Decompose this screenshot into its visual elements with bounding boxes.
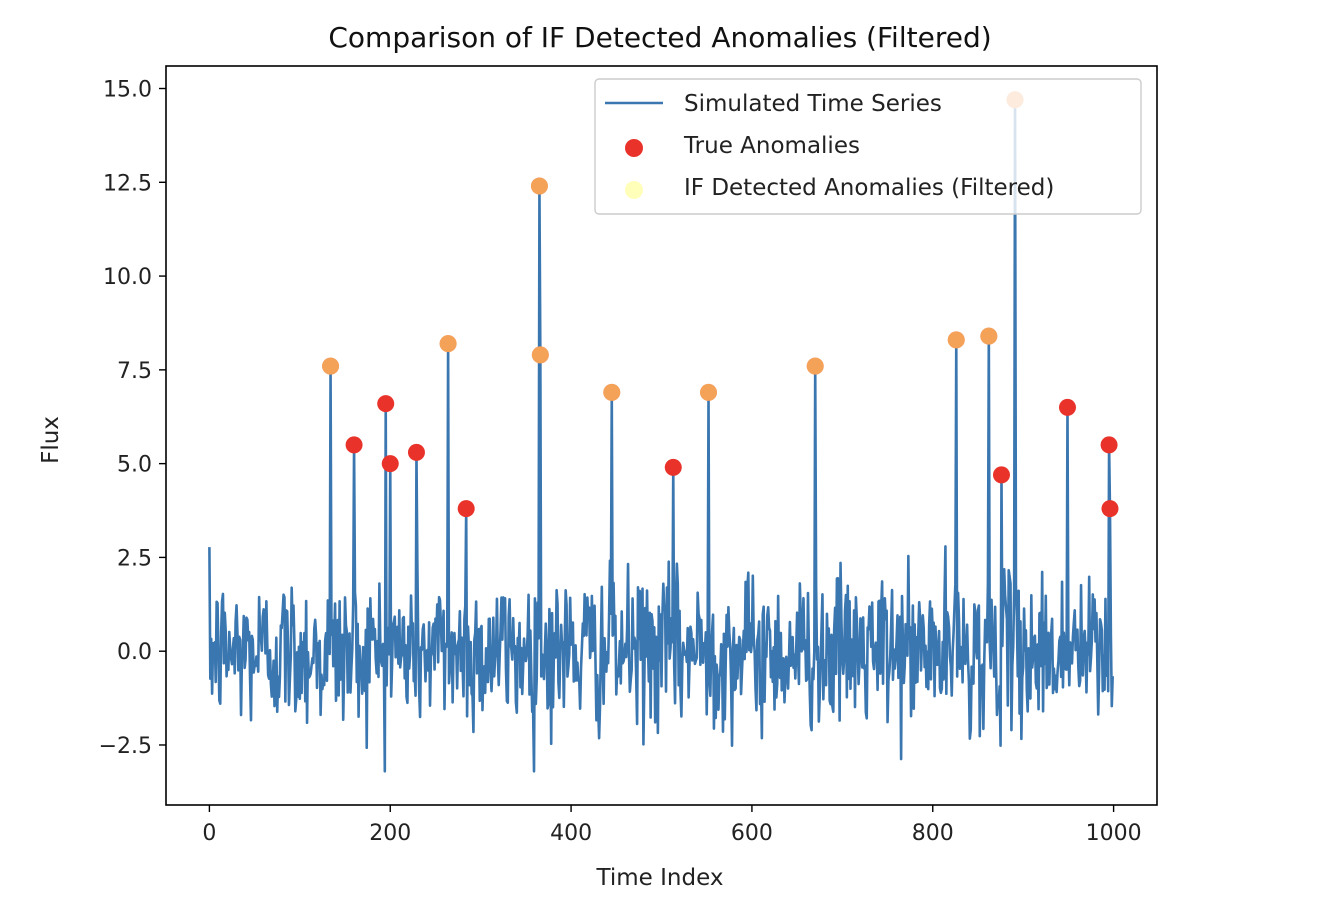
y-tick-label: 15.0 (103, 78, 152, 103)
true-anomaly-point (1058, 398, 1076, 416)
legend-label: IF Detected Anomalies (Filtered) (684, 175, 1054, 201)
plot-area (208, 91, 1119, 773)
y-axis-title: Flux (38, 416, 64, 464)
y-tick-label: 12.5 (103, 171, 152, 196)
y-tick-label: 2.5 (117, 546, 152, 571)
true-anomaly-point (664, 458, 682, 476)
legend-yellow-dot-swatch (625, 181, 643, 199)
chart-title: Comparison of IF Detected Anomalies (Fil… (328, 21, 991, 54)
x-tick-label: 800 (912, 821, 954, 846)
if-detected-point (531, 346, 549, 364)
if-detected-point (806, 357, 824, 375)
true-anomaly-point (992, 466, 1010, 484)
x-tick-label: 400 (550, 821, 592, 846)
legend-red-dot-swatch (625, 139, 643, 157)
true-anomaly-point (1100, 436, 1118, 454)
if-detected-point (980, 327, 998, 345)
y-tick-label: −2.5 (99, 734, 152, 759)
if-detected-point (700, 383, 718, 401)
legend-label: True Anomalies (683, 133, 860, 159)
x-tick-label: 1000 (1086, 821, 1142, 846)
y-tick-label: 10.0 (103, 265, 152, 290)
y-tick-label: 5.0 (117, 453, 152, 478)
axes: 0 200 400 600 800 1000 −2.5 0.0 2.5 5.0 7.5 10.0 12.… (99, 65, 1158, 846)
if-detected-point (530, 177, 548, 195)
if-detected-point (439, 335, 457, 353)
true-anomaly-point (457, 500, 475, 518)
if-detected-point (322, 357, 340, 375)
legend: Simulated Time Series True Anomalies IF De… (594, 78, 1142, 215)
true-anomaly-point (381, 455, 399, 473)
axes-frame (165, 65, 1158, 806)
legend-box (594, 78, 1142, 215)
y-tick-label: 7.5 (117, 359, 152, 384)
true-anomaly-point (1101, 500, 1119, 518)
legend-label: Simulated Time Series (684, 91, 942, 117)
x-tick-label: 200 (369, 821, 411, 846)
series-line-simulated-time-series (208, 98, 1114, 773)
if-detected-point (947, 331, 965, 349)
true-anomaly-point (407, 443, 425, 461)
if-detected-point (603, 383, 621, 401)
x-tick-label: 0 (202, 821, 216, 846)
x-tick-label: 600 (731, 821, 773, 846)
y-tick-label: 0.0 (117, 640, 152, 665)
x-axis-title: Time Index (596, 865, 724, 891)
true-anomaly-point (377, 395, 395, 413)
true-anomaly-point (345, 436, 363, 454)
